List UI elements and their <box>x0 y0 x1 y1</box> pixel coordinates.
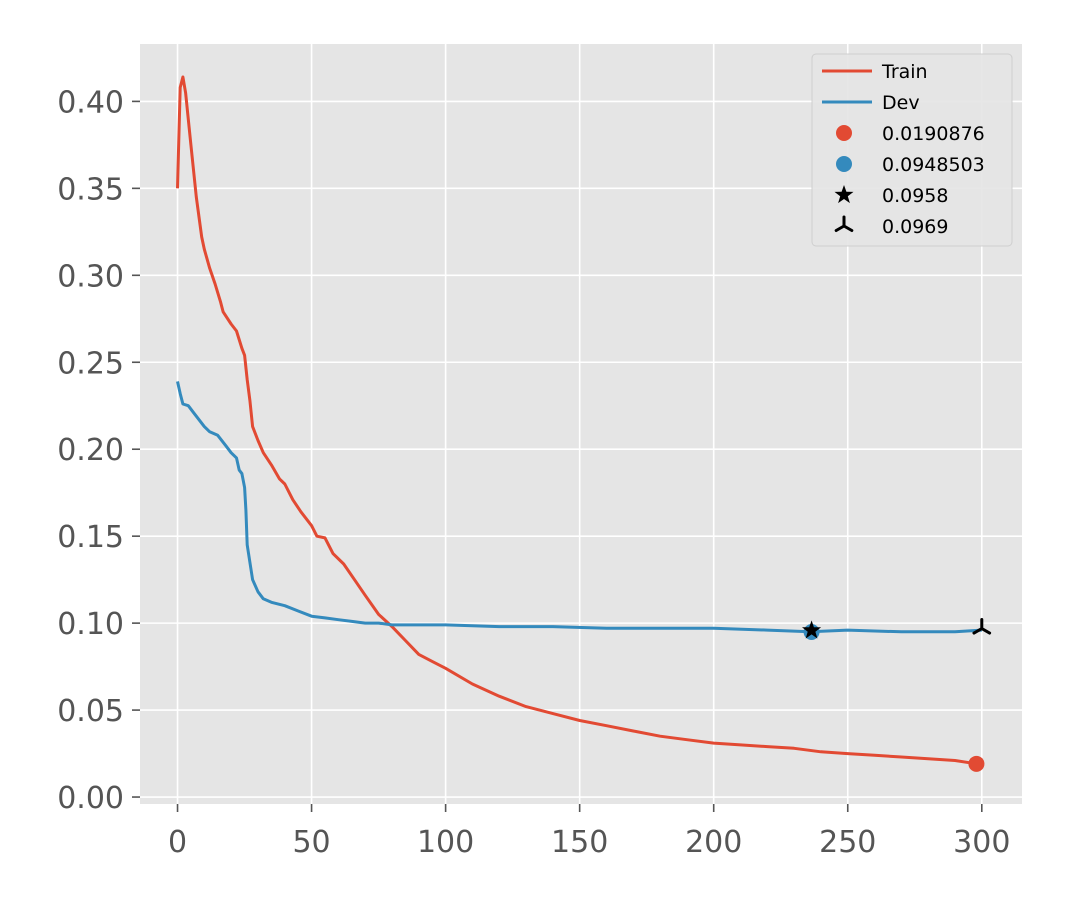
marker-circle-legend <box>836 156 852 172</box>
marker-circle <box>968 755 985 772</box>
y-tick-label: 0.35 <box>57 172 124 207</box>
y-tick-label: 0.40 <box>57 85 124 120</box>
x-tick-label: 100 <box>417 825 474 860</box>
y-tick-label: 0.00 <box>57 781 124 816</box>
legend-label: 0.0969 <box>882 216 948 238</box>
x-tick-label: 300 <box>953 825 1010 860</box>
legend-label: 0.0948503 <box>882 154 985 176</box>
legend-label: 0.0958 <box>882 185 948 207</box>
marker-points <box>802 618 992 772</box>
series-line-dev <box>176 381 982 634</box>
y-tick-label: 0.05 <box>57 694 124 729</box>
legend-label: 0.0190876 <box>882 123 985 145</box>
marker-tri-down-legend <box>834 215 854 232</box>
legend-label: Dev <box>882 92 920 114</box>
x-tick-label: 150 <box>551 825 608 860</box>
y-tick-label: 0.30 <box>57 259 124 294</box>
x-tick-label: 200 <box>685 825 742 860</box>
legend-label: Train <box>881 61 928 83</box>
grid-lines <box>140 44 1022 804</box>
x-tick-label: 0 <box>168 825 187 860</box>
legend: Train Dev 0.0190876 0.0948503 0.0958 0.0969 <box>811 53 1013 247</box>
y-tick-label: 0.10 <box>57 607 124 642</box>
marker-circle-legend <box>836 125 852 141</box>
series-lines <box>176 75 982 766</box>
x-tick-label: 250 <box>819 825 876 860</box>
axis-ticks: 0 50 100 150 200 250 300 0.00 0.05 0.10 0.15 0.20 0.… <box>57 85 1010 860</box>
y-tick-label: 0.25 <box>57 346 124 381</box>
x-tick-label: 50 <box>292 825 330 860</box>
series-line-train <box>176 75 977 766</box>
y-tick-label: 0.15 <box>57 520 124 555</box>
marker-star-legend <box>834 185 854 204</box>
marker-tri-down <box>972 618 992 635</box>
marker-star <box>802 620 822 639</box>
y-tick-label: 0.20 <box>57 433 124 468</box>
